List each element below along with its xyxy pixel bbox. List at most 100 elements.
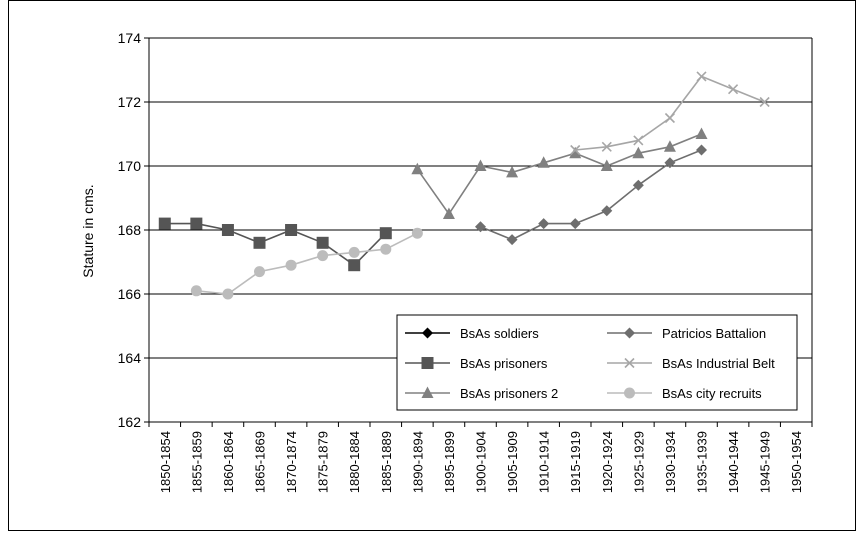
y-tick-label: 174 <box>118 30 142 46</box>
x-tick-label: 1930-1934 <box>663 431 678 493</box>
x-stroke <box>633 135 644 146</box>
x-tick-label: 1920-1924 <box>600 431 615 493</box>
y-tick-label: 168 <box>118 222 142 238</box>
data-point-circle <box>624 387 635 399</box>
x-tick-label: 1900-1904 <box>474 431 489 493</box>
x-tick-label: 1870-1874 <box>284 431 299 493</box>
data-point-triangle <box>695 127 708 139</box>
data-point-square <box>221 224 234 236</box>
x-tick-label: 1850-1854 <box>158 431 173 493</box>
x-stroke <box>696 71 707 82</box>
legend-label: Patricios Battalion <box>662 326 766 341</box>
data-point-triangle <box>632 146 645 159</box>
legend-entry: BsAs prisoners <box>405 356 548 371</box>
data-point-square <box>190 217 203 230</box>
x-tick-label: 1875-1879 <box>316 431 331 493</box>
series-layer <box>158 71 770 300</box>
data-point-circle <box>190 285 202 297</box>
x-tick-label: 1880-1884 <box>347 431 362 493</box>
data-point-triangle <box>537 156 550 168</box>
data-point-diamond <box>538 218 550 230</box>
data-point-square <box>158 217 171 230</box>
data-point-square <box>348 259 361 272</box>
legend-box <box>396 314 798 411</box>
data-point-x <box>570 144 581 156</box>
data-point-circle <box>222 288 234 300</box>
legend-entry: BsAs Industrial Belt <box>607 356 775 371</box>
x-stroke <box>664 112 675 124</box>
series-line <box>480 149 702 241</box>
data-point-x <box>696 71 707 82</box>
grid-lines <box>149 37 812 359</box>
series-bsas-prisoners <box>158 217 392 272</box>
series-line <box>196 232 418 295</box>
data-point-diamond <box>422 327 433 339</box>
y-tick-label: 170 <box>118 158 142 174</box>
x-tick-label: 1905-1909 <box>505 431 520 493</box>
data-point-circle <box>317 250 329 262</box>
data-point-triangle <box>474 159 487 171</box>
series-line <box>416 133 702 216</box>
x-stroke <box>570 144 581 156</box>
x-stroke <box>759 96 770 108</box>
series-bsas-industrial-belt <box>570 71 770 156</box>
data-point-circle <box>285 259 297 271</box>
legend-label: BsAs city recruits <box>662 386 762 401</box>
x-tick-label: 1865-1869 <box>253 431 268 493</box>
legend-label: BsAs prisoners <box>460 356 548 371</box>
data-point-x <box>759 96 770 108</box>
x-tick-labels: 1850-1854 1855-1859 1860-1864 1865-1869 1870… <box>158 431 804 493</box>
x-tick-label: 1925-1929 <box>631 431 646 493</box>
x-tick-label: 1940-1944 <box>726 431 741 493</box>
legend-entry: BsAs prisoners 2 <box>405 386 558 401</box>
x-tick-label: 1945-1949 <box>758 431 773 493</box>
y-tick-label: 166 <box>118 286 142 302</box>
data-point-square <box>253 236 266 249</box>
legend-label: BsAs Industrial Belt <box>662 356 775 371</box>
x-tick-label: 1915-1919 <box>568 431 583 493</box>
x-stroke <box>601 141 612 152</box>
y-tick-label: 162 <box>118 414 142 430</box>
legend-entry: Patricios Battalion <box>607 326 766 341</box>
data-point-x <box>624 357 635 369</box>
y-tick-labels: 162 164 166 168 170 172 174 <box>118 30 142 430</box>
series-line <box>575 75 765 151</box>
data-point-square <box>285 224 298 236</box>
chart-frame: 162 164 166 168 170 172 174 1850-1854 1855-1859… <box>8 0 856 531</box>
data-point-diamond <box>569 218 581 230</box>
data-point-x <box>664 112 675 124</box>
data-point-x <box>728 84 739 95</box>
data-point-circle <box>411 227 423 239</box>
x-tick-label: 1910-1914 <box>537 431 552 493</box>
x-tick-label: 1855-1859 <box>189 431 204 493</box>
y-tick-label: 164 <box>118 350 142 366</box>
legend-label: BsAs soldiers <box>460 326 539 341</box>
data-point-triangle <box>600 159 613 171</box>
x-tick-label: 1950-1954 <box>789 431 804 493</box>
y-axis-label: Stature in cms. <box>80 184 96 277</box>
x-stroke <box>728 84 739 95</box>
x-tick-label: 1935-1939 <box>695 431 710 493</box>
data-point-square <box>421 357 434 369</box>
legend: BsAs soldiers Patricios Battalion BsAs pri… <box>396 314 798 411</box>
data-point-square <box>379 227 392 240</box>
legend-label: BsAs prisoners 2 <box>460 386 558 401</box>
data-point-triangle <box>421 386 434 398</box>
x-tick-label: 1860-1864 <box>221 431 236 493</box>
data-point-diamond <box>475 221 486 233</box>
x-tick-label: 1890-1894 <box>410 431 425 493</box>
x-stroke <box>624 357 635 369</box>
data-point-circle <box>348 246 360 258</box>
x-tick-label: 1885-1889 <box>379 431 394 493</box>
data-point-square <box>316 236 329 249</box>
legend-entry: BsAs city recruits <box>607 386 762 401</box>
axes <box>144 37 813 427</box>
data-point-triangle <box>663 140 676 152</box>
stature-line-chart: 162 164 166 168 170 172 174 1850-1854 1855-1859… <box>80 30 813 493</box>
legend-entry: BsAs soldiers <box>405 326 539 341</box>
data-point-diamond <box>506 234 518 246</box>
data-point-triangle <box>569 146 582 159</box>
series-patricios-battalion <box>475 144 707 246</box>
series-bsas-prisoners-2 <box>411 127 708 219</box>
data-point-x <box>601 141 612 152</box>
